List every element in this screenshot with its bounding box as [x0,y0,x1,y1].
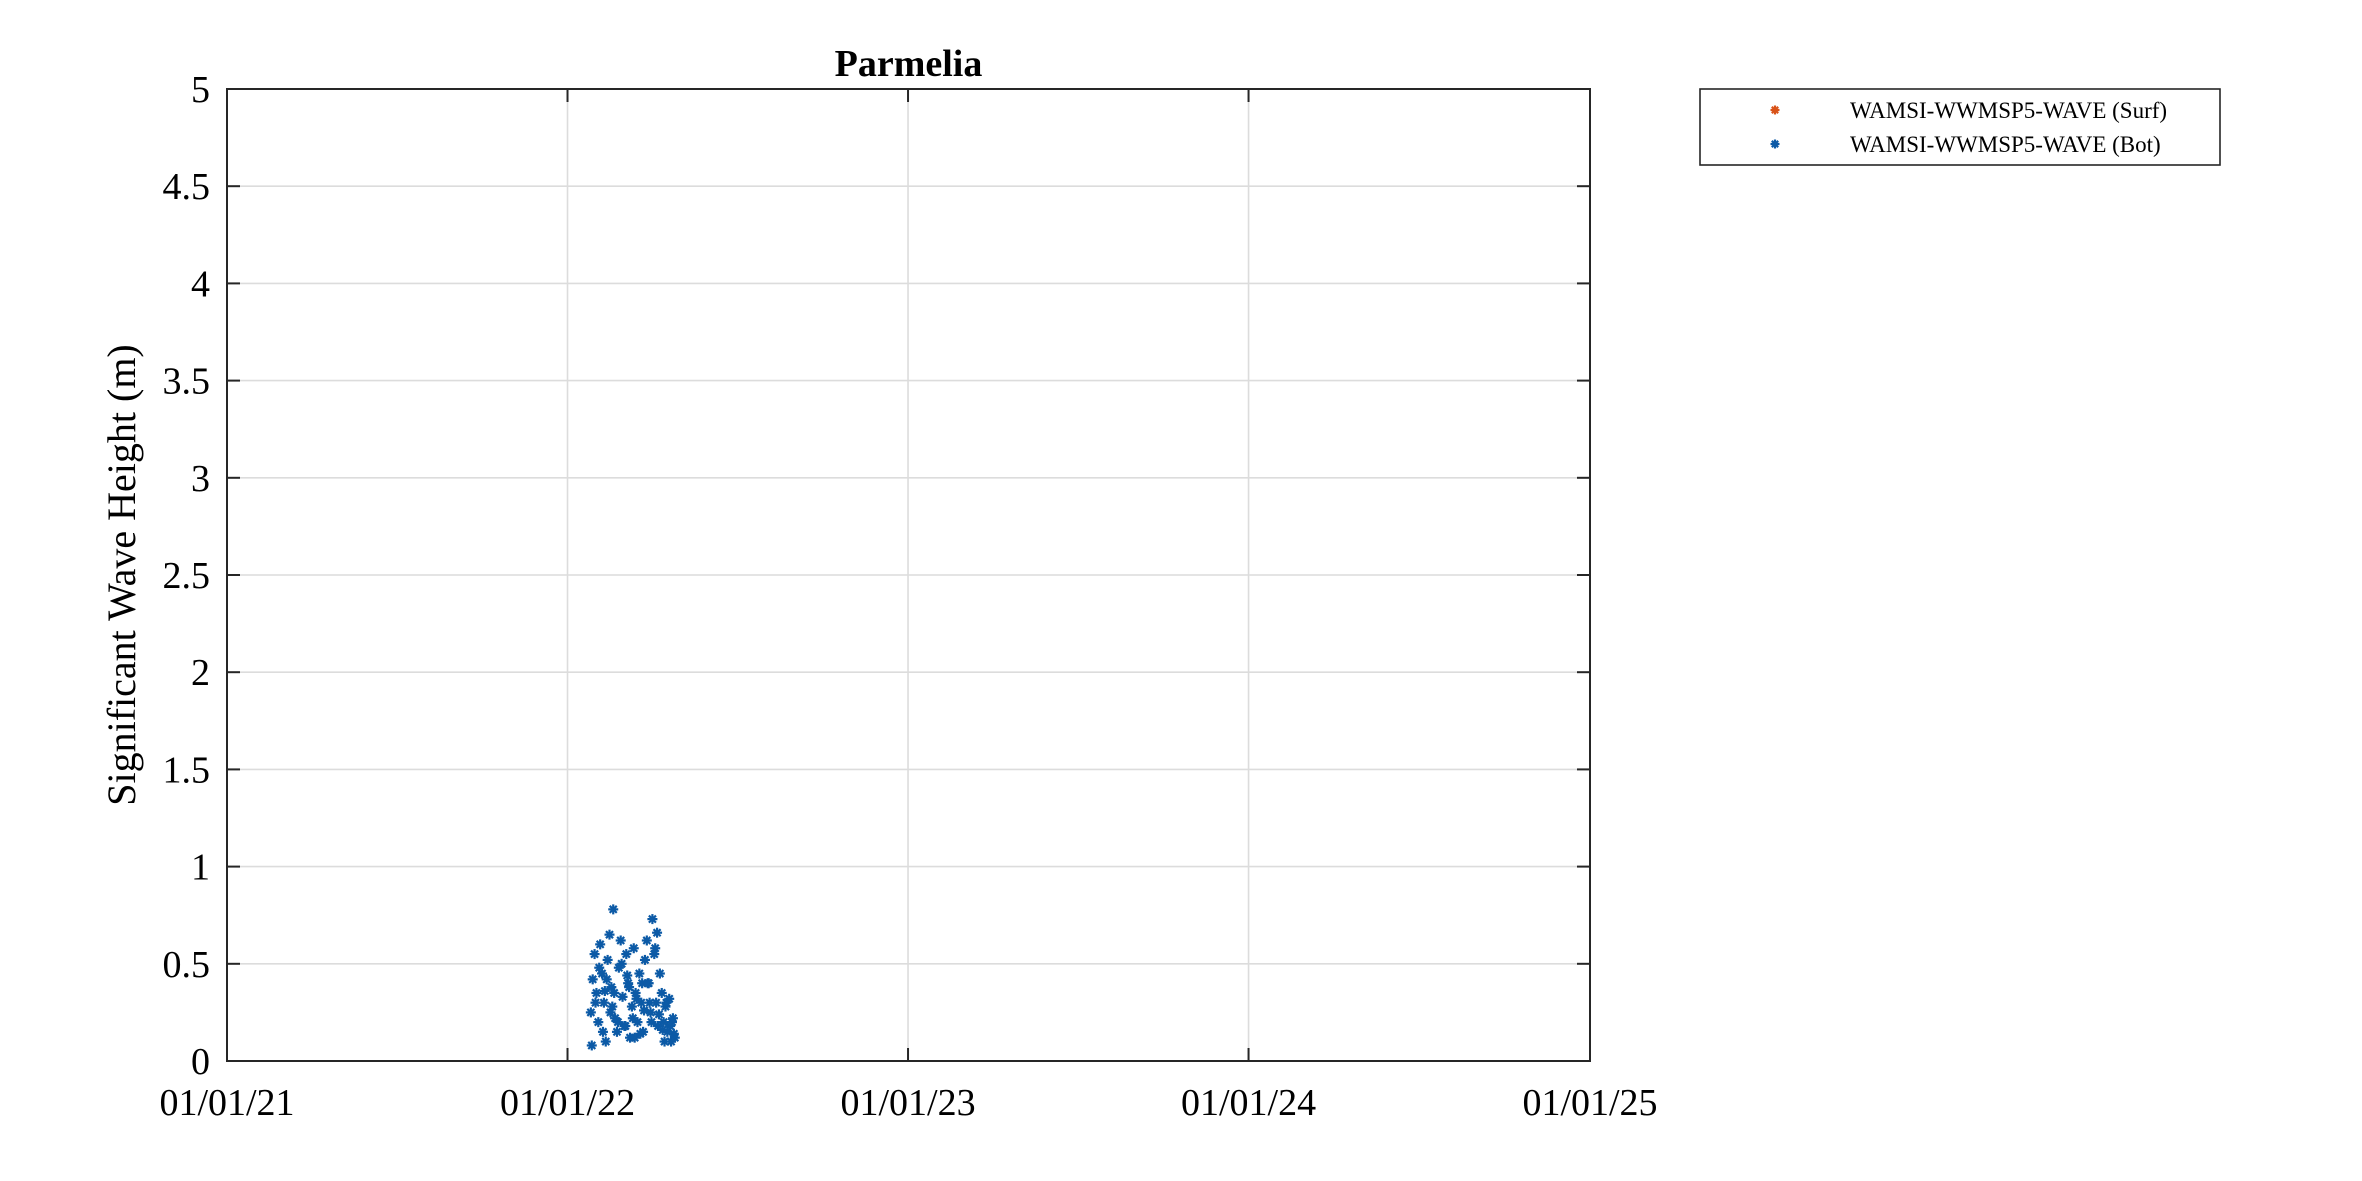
data-point [650,943,661,954]
x-tick-label: 01/01/23 [840,1082,975,1124]
data-point [587,974,598,985]
data-point [599,986,610,997]
data-point [590,997,601,1008]
data-point [586,1040,597,1051]
data-point [598,997,609,1008]
data-point [593,1017,604,1028]
legend-box [1699,88,2221,166]
data-point [612,1017,623,1028]
data-point [601,974,612,985]
data-point [653,1009,664,1020]
y-tick-label: 4.5 [163,166,211,208]
data-point [594,962,605,973]
data-point [597,1026,608,1037]
data-point [659,1036,670,1047]
data-point [668,1028,679,1039]
data-point [646,1017,657,1028]
data-point [647,914,658,925]
x-tick-labels: 01/01/21 01/01/22 01/01/23 01/01/24 01/01/25 [159,1082,1657,1124]
legend-label: WAMSI-WWMSP5-WAVE (Bot) [1850,132,2161,157]
data-point [591,987,602,998]
data-point [657,1024,668,1035]
data-point [615,935,626,946]
legend-label: WAMSI-WWMSP5-WAVE (Surf) [1850,98,2167,123]
data-point [641,935,652,946]
y-tick-label: 4 [191,263,210,305]
data-point [585,1007,596,1018]
y-tick-label: 2 [191,652,210,694]
data-point [661,997,672,1008]
y-tick-label: 1 [191,847,210,889]
chart-title: Parmelia [835,43,983,85]
data-point [628,943,639,954]
data-point [621,949,632,960]
data-point [611,1026,622,1037]
legend-marker [1770,105,1780,115]
y-tick-label: 0.5 [163,944,211,986]
data-point [635,1028,646,1039]
y-tick-label: 3.5 [163,361,211,403]
data-point [654,968,665,979]
data-point [624,982,635,993]
data-point [639,1005,650,1016]
y-tick-label: 5 [191,69,210,111]
data-point [608,904,619,915]
data-point [644,997,655,1008]
x-tick-label: 01/01/25 [1522,1082,1657,1124]
data-point [617,991,628,1002]
data-point [631,993,642,1004]
x-tick-label: 01/01/22 [500,1082,635,1124]
grid-lines [227,89,1590,1061]
data-point [602,954,613,965]
data-point [604,929,615,940]
data-point [667,1017,678,1028]
data-point [656,987,667,998]
x-tick-label: 01/01/21 [159,1082,294,1124]
data-point [634,968,645,979]
axis-ticks [226,88,1591,1062]
data-point [616,958,627,969]
x-tick-label: 01/01/24 [1181,1082,1316,1124]
data-point [637,978,648,989]
data-points [585,904,680,1051]
data-point [627,1013,638,1024]
data-point [622,970,633,981]
data-point [607,1001,618,1012]
data-point [652,927,663,938]
data-point [606,982,617,993]
data-point [620,1021,631,1032]
data-point [589,949,600,960]
legend: WAMSI-WWMSP5-WAVE (Surf) WAMSI-WWMSP5-WAV… [1699,88,2221,166]
y-tick-label: 0 [191,1041,210,1083]
data-point [600,1036,611,1047]
y-tick-label: 1.5 [163,749,211,791]
data-point [629,1032,640,1043]
data-point [595,939,606,950]
y-tick-labels: 0 0.5 1 1.5 2 2.5 3 3.5 4 4.5 5 [163,69,211,1083]
data-point [609,987,620,998]
y-tick-label: 2.5 [163,555,211,597]
y-tick-label: 3 [191,458,210,500]
data-point [626,1001,637,1012]
y-axis-label: Significant Wave Height (m) [99,344,144,805]
data-point [639,954,650,965]
legend-marker [1770,139,1780,149]
